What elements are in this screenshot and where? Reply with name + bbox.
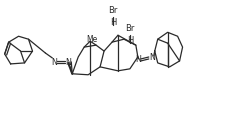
Text: Br: Br — [125, 24, 135, 33]
Text: H: H — [110, 18, 116, 27]
Text: N: N — [135, 55, 141, 64]
Text: N: N — [65, 58, 71, 67]
Text: N: N — [149, 52, 155, 61]
Text: N: N — [52, 58, 57, 67]
Text: Me: Me — [86, 34, 98, 43]
Text: H: H — [127, 35, 133, 44]
Text: Br: Br — [108, 6, 118, 15]
